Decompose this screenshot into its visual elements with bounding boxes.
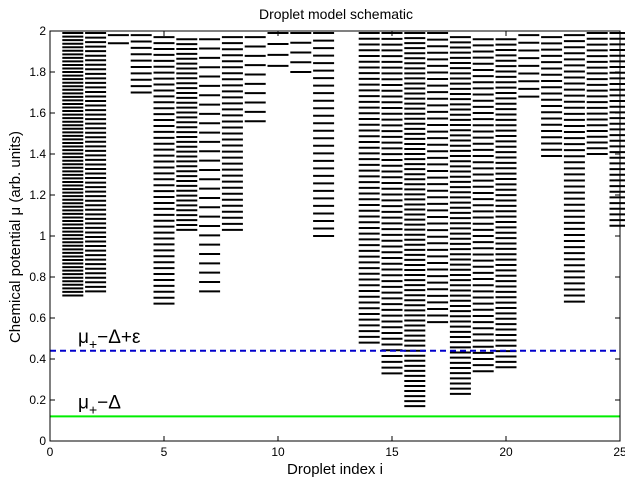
- x-tick-label: 10: [271, 445, 285, 459]
- level-column: [472, 38, 494, 373]
- x-axis-ticks: 0 5 10 15 20 25: [47, 31, 625, 459]
- y-axis-label: Chemical potential μ (arb. units): [7, 131, 24, 343]
- level-column: [609, 32, 625, 227]
- level-column: [107, 34, 129, 45]
- level-column: [62, 32, 84, 297]
- y-tick-label: 0.8: [29, 270, 46, 284]
- y-tick-label: 1.4: [29, 147, 46, 161]
- level-column: [313, 32, 335, 237]
- y-tick-label: 0.6: [29, 311, 46, 325]
- level-column: [495, 38, 517, 369]
- level-column: [563, 34, 585, 303]
- level-column: [358, 32, 380, 344]
- y-tick-label: 0.2: [29, 393, 46, 407]
- level-column: [130, 34, 152, 94]
- level-column: [85, 32, 107, 293]
- chart-title: Droplet model schematic: [259, 6, 413, 22]
- level-column: [176, 38, 198, 231]
- y-tick-label: 2: [39, 24, 46, 38]
- x-tick-label: 5: [161, 445, 168, 459]
- x-tick-label: 20: [499, 445, 513, 459]
- y-axis-ticks: 0 0.2 0.4 0.6 0.8 1 1.2 1.4 1.6 1.8 2: [29, 24, 620, 448]
- level-column: [541, 36, 563, 158]
- x-axis-label: Droplet index i: [287, 461, 383, 478]
- level-column: [586, 32, 608, 155]
- level-column: [404, 32, 426, 408]
- level-column: [153, 36, 175, 305]
- x-tick-label: 0: [47, 445, 54, 459]
- level-column: [221, 36, 243, 231]
- level-column: [449, 36, 471, 395]
- y-tick-label: 1.2: [29, 188, 46, 202]
- level-column: [244, 36, 266, 123]
- reference-line-label: μ+−Δ+ε: [78, 327, 141, 352]
- level-column: [199, 38, 221, 293]
- y-tick-label: 1: [39, 229, 46, 243]
- level-column: [427, 32, 449, 324]
- level-column: [381, 32, 403, 375]
- level-column: [518, 34, 540, 98]
- y-tick-label: 0: [39, 434, 46, 448]
- x-tick-label: 25: [613, 445, 625, 459]
- y-tick-label: 0.4: [29, 352, 46, 366]
- reference-line-label: μ+−Δ: [78, 392, 121, 417]
- plot-content: [62, 32, 625, 408]
- y-tick-label: 1.6: [29, 106, 46, 120]
- level-column: [290, 32, 312, 73]
- x-tick-label: 15: [385, 445, 399, 459]
- reference-lines: μ+−Δ+ε μ+−Δ: [50, 327, 620, 418]
- level-column: [267, 32, 289, 67]
- y-tick-label: 1.8: [29, 65, 46, 79]
